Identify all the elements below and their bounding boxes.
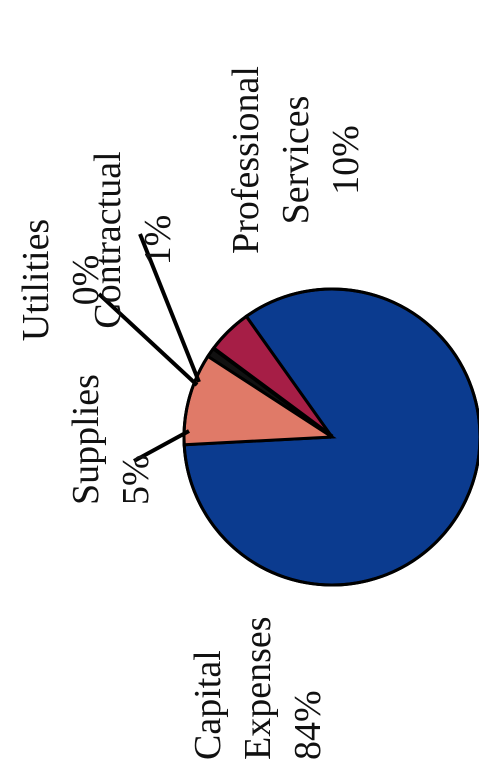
leader-line-contractual xyxy=(138,233,201,383)
slice-label-professional-services: Professional Services 10% xyxy=(225,66,367,254)
slice-label-line: Supplies xyxy=(65,374,107,505)
slice-label-line: 1% xyxy=(137,215,179,266)
slice-label-line: 84% xyxy=(287,690,329,759)
slice-label-line: 0% xyxy=(65,255,107,306)
leader-line-supplies xyxy=(133,429,190,463)
slice-label-utilities: Utilities 0% xyxy=(15,219,107,341)
slice-label-line: Professional xyxy=(225,66,267,254)
slice-label-contractual: Contractual 1% xyxy=(87,151,179,328)
leader-line-utilities xyxy=(97,292,199,387)
slice-label-line: Expenses xyxy=(237,616,279,759)
slice-label-capital-expenses: Capital Expenses 84% xyxy=(187,616,329,759)
slice-label-line: Capital xyxy=(187,650,229,759)
slice-label-line: 5% xyxy=(115,454,157,505)
slice-label-line: Services xyxy=(275,96,317,225)
slice-label-line: Contractual xyxy=(87,151,129,328)
leader-lines-group xyxy=(97,233,201,463)
labels-group: Capital Expenses 84%Supplies 5%Utilities 0%C… xyxy=(15,66,367,759)
slice-label-supplies: Supplies 5% xyxy=(65,374,157,505)
slice-label-line: Utilities xyxy=(15,219,57,341)
pie-outline xyxy=(182,287,479,587)
slices-group xyxy=(182,287,479,587)
slice-label-line: 10% xyxy=(325,125,367,195)
